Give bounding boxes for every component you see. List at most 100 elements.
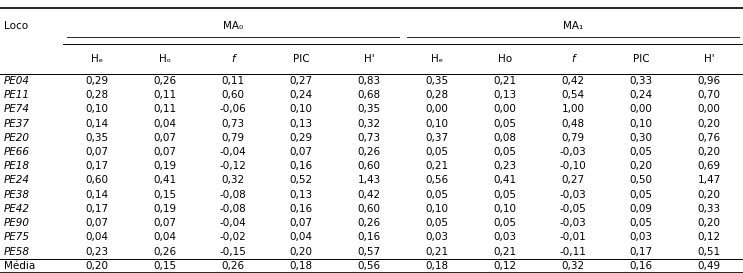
Text: f: f [231,54,235,64]
Text: 0,57: 0,57 [357,247,380,257]
Text: 0,20: 0,20 [698,118,721,129]
Text: 0,60: 0,60 [221,90,244,100]
Text: 0,07: 0,07 [85,147,108,157]
Text: 0,30: 0,30 [629,133,652,143]
Text: 0,50: 0,50 [629,176,652,185]
Text: -0,15: -0,15 [220,247,247,257]
Text: PE74: PE74 [4,104,30,114]
Text: -0,05: -0,05 [559,204,586,214]
Text: 0,42: 0,42 [357,190,380,200]
Text: 0,10: 0,10 [426,204,449,214]
Text: 0,19: 0,19 [154,161,177,171]
Text: 0,05: 0,05 [493,118,516,129]
Text: 0,17: 0,17 [85,204,108,214]
Text: MA₀: MA₀ [223,21,243,31]
Text: 0,05: 0,05 [493,147,516,157]
Text: PE75: PE75 [4,232,30,242]
Text: 0,73: 0,73 [221,118,244,129]
Text: 0,16: 0,16 [290,161,313,171]
Text: 0,79: 0,79 [221,133,244,143]
Text: 0,13: 0,13 [493,90,516,100]
Text: 0,04: 0,04 [290,232,313,242]
Text: 0,03: 0,03 [493,232,516,242]
Text: -0,08: -0,08 [220,190,247,200]
Text: 0,12: 0,12 [493,261,516,271]
Text: 0,19: 0,19 [154,204,177,214]
Text: 0,05: 0,05 [629,190,652,200]
Text: PE37: PE37 [4,118,30,129]
Text: 0,03: 0,03 [629,232,652,242]
Text: 0,04: 0,04 [154,232,177,242]
Text: -0,08: -0,08 [220,204,247,214]
Text: PE66: PE66 [4,147,30,157]
Text: 0,28: 0,28 [85,90,108,100]
Text: 0,54: 0,54 [562,90,585,100]
Text: 0,10: 0,10 [85,104,108,114]
Text: -0,02: -0,02 [220,232,247,242]
Text: 0,73: 0,73 [357,133,380,143]
Text: 0,14: 0,14 [85,190,108,200]
Text: 0,07: 0,07 [154,147,177,157]
Text: 0,07: 0,07 [154,218,177,228]
Text: 0,26: 0,26 [154,76,177,86]
Text: PE42: PE42 [4,204,30,214]
Text: 1,47: 1,47 [698,176,721,185]
Text: 0,27: 0,27 [562,176,585,185]
Text: 0,11: 0,11 [221,76,244,86]
Text: PIC: PIC [633,54,649,64]
Text: 0,26: 0,26 [357,218,380,228]
Text: 1,43: 1,43 [357,176,380,185]
Text: 0,20: 0,20 [698,147,721,157]
Text: 0,05: 0,05 [426,190,449,200]
Text: 0,32: 0,32 [221,176,244,185]
Text: Média: Média [4,261,35,271]
Text: 0,20: 0,20 [629,161,652,171]
Text: PIC: PIC [293,54,309,64]
Text: -0,12: -0,12 [220,161,247,171]
Text: PE11: PE11 [4,90,30,100]
Text: 0,03: 0,03 [426,232,449,242]
Text: PE04: PE04 [4,76,30,86]
Text: 0,48: 0,48 [562,118,585,129]
Text: -0,11: -0,11 [559,247,586,257]
Text: 0,68: 0,68 [357,90,380,100]
Text: 0,04: 0,04 [154,118,177,129]
Text: 0,26: 0,26 [154,247,177,257]
Text: 0,12: 0,12 [698,232,721,242]
Text: 0,10: 0,10 [493,204,516,214]
Text: 0,49: 0,49 [698,261,721,271]
Text: 0,17: 0,17 [85,161,108,171]
Text: PE20: PE20 [4,133,30,143]
Text: 0,23: 0,23 [85,247,108,257]
Text: -0,06: -0,06 [220,104,247,114]
Text: 0,20: 0,20 [85,261,108,271]
Text: 0,13: 0,13 [290,118,313,129]
Text: H': H' [364,54,374,64]
Text: PE38: PE38 [4,190,30,200]
Text: 0,09: 0,09 [629,204,652,214]
Text: 0,15: 0,15 [154,190,177,200]
Text: 0,07: 0,07 [85,218,108,228]
Text: -0,04: -0,04 [220,218,247,228]
Text: 0,51: 0,51 [698,247,721,257]
Text: 0,52: 0,52 [290,176,313,185]
Text: 0,05: 0,05 [493,218,516,228]
Text: 0,60: 0,60 [85,176,108,185]
Text: 0,21: 0,21 [493,76,516,86]
Text: 0,11: 0,11 [154,104,177,114]
Text: 0,26: 0,26 [221,261,244,271]
Text: 0,21: 0,21 [493,247,516,257]
Text: 0,24: 0,24 [290,90,313,100]
Text: 0,24: 0,24 [629,90,652,100]
Text: PE58: PE58 [4,247,30,257]
Text: 0,16: 0,16 [290,204,313,214]
Text: 0,05: 0,05 [629,218,652,228]
Text: 0,14: 0,14 [85,118,108,129]
Text: 0,07: 0,07 [154,133,177,143]
Text: 0,04: 0,04 [85,232,108,242]
Text: 0,29: 0,29 [85,76,108,86]
Text: 0,33: 0,33 [629,76,652,86]
Text: 0,05: 0,05 [426,218,449,228]
Text: -0,03: -0,03 [559,218,586,228]
Text: 0,07: 0,07 [290,147,313,157]
